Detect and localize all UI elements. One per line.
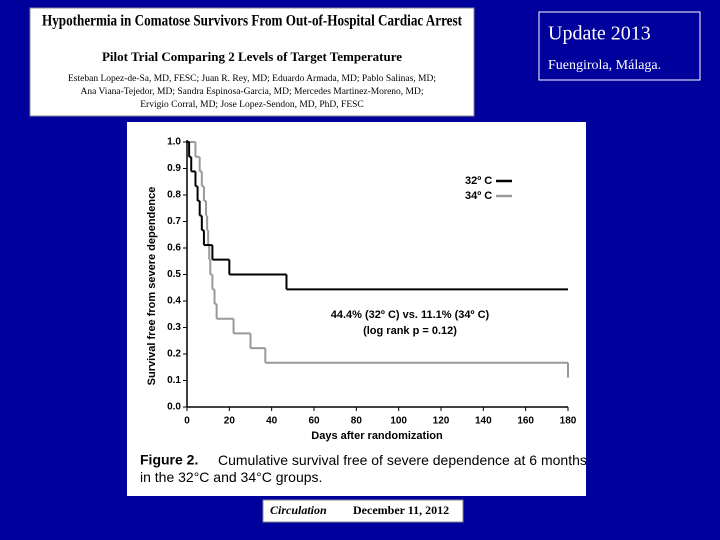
header-author: Ervigio Corral, MD; Jose Lopez-Sendon, M… [140, 100, 364, 110]
x-tick-label: 120 [433, 416, 450, 427]
y-axis-label: Survival free from severe dependence [146, 187, 158, 386]
caption-line: Cumulative survival free of severe depen… [218, 452, 587, 468]
y-tick-label: 0.5 [167, 269, 181, 280]
x-tick-label: 80 [351, 416, 363, 427]
caption: Cumulative survival free of severe depen… [140, 452, 587, 485]
x-tick-label: 140 [475, 416, 492, 427]
y-tick-label: 1.0 [167, 137, 181, 148]
x-tick-label: 40 [266, 416, 278, 427]
x-tick-label: 160 [517, 416, 534, 427]
y-tick-label: 0.0 [167, 402, 181, 413]
legend-label: 34º C [465, 190, 492, 202]
legend-label: 32º C [465, 175, 492, 187]
y-tick-label: 0.2 [167, 349, 181, 360]
y-tick-label: 0.3 [167, 322, 181, 333]
caption-label: Figure 2. [140, 452, 198, 468]
y-tick-label: 0.8 [167, 190, 181, 201]
annotation: (log rank p = 0.12) [363, 325, 457, 337]
caption-line: in the 32°C and 34°C groups. [140, 469, 322, 485]
x-tick-label: 100 [390, 416, 407, 427]
y-tick-label: 0.4 [167, 296, 181, 307]
y-tick-label: 0.7 [167, 216, 181, 227]
x-tick-label: 60 [308, 416, 320, 427]
x-axis-label: Days after randomization [311, 430, 443, 442]
header-subtitle: Pilot Trial Comparing 2 Levels of Target… [102, 49, 402, 64]
header-author: Esteban Lopez-de-Sa, MD, FESC; Juan R. R… [68, 74, 436, 84]
header-box [29, 7, 475, 117]
annotation: 44.4% (32º C) vs. 11.1% (34º C) [331, 309, 490, 321]
chart-panel [127, 122, 586, 496]
footer-date: December 11, 2012 [353, 503, 449, 517]
badge-title: Update 2013 [548, 23, 651, 45]
y-tick-label: 0.1 [167, 375, 181, 386]
footer-journal: Circulation [270, 503, 327, 517]
y-tick-label: 0.9 [167, 163, 181, 174]
x-tick-label: 180 [560, 416, 577, 427]
badge-box [538, 11, 701, 81]
header-title: Hypothermia in Comatose Survivors From O… [42, 13, 463, 30]
header-author: Ana Viana-Tejedor, MD; Sandra Espinosa-G… [80, 87, 423, 97]
y-tick-label: 0.6 [167, 243, 181, 254]
badge-place: Fuengirola, Málaga. [548, 58, 661, 73]
footer-box [262, 499, 464, 523]
x-tick-label: 0 [184, 416, 190, 427]
x-tick-label: 20 [224, 416, 236, 427]
